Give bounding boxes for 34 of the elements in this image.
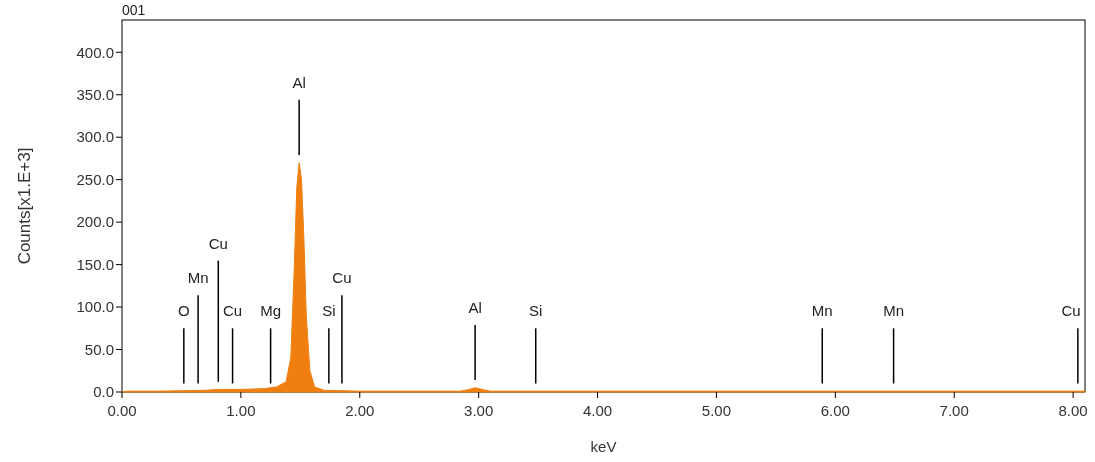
x-axis-title: keV bbox=[590, 438, 617, 455]
x-tick-label: 6.00 bbox=[820, 402, 850, 419]
y-tick-label: 0.0 bbox=[93, 383, 114, 401]
y-tick-label: 250.0 bbox=[76, 170, 114, 188]
y-axis-title: Counts[x1.E+3] bbox=[15, 147, 34, 265]
ref-line-label: Cu bbox=[208, 234, 228, 252]
ref-line-label: O bbox=[177, 302, 190, 320]
ref-line-label: Al bbox=[468, 298, 482, 316]
ref-line-label: Si bbox=[322, 302, 336, 320]
x-tick-label: 7.00 bbox=[939, 402, 969, 419]
y-tick-label: 150.0 bbox=[76, 255, 114, 273]
x-tick-label: 0.00 bbox=[107, 402, 137, 419]
y-tick-label: 400.0 bbox=[76, 43, 114, 61]
y-tick-label: 300.0 bbox=[76, 128, 114, 146]
ref-line-label: Cu bbox=[222, 302, 243, 320]
x-tick-label: 3.00 bbox=[464, 402, 494, 419]
ref-line-label: Cu bbox=[332, 269, 352, 287]
ref-line-label: Mg bbox=[260, 302, 282, 320]
ref-line-label: Mn bbox=[187, 269, 209, 287]
ref-line-label: Mn bbox=[811, 302, 833, 320]
x-tick-label: 2.00 bbox=[345, 402, 375, 419]
chart-title: 001 bbox=[122, 2, 146, 18]
y-tick-label: 100.0 bbox=[76, 298, 114, 316]
x-tick-label: 8.00 bbox=[1058, 402, 1088, 419]
y-tick-label: 350.0 bbox=[76, 85, 114, 103]
x-tick-label: 1.00 bbox=[226, 402, 256, 419]
ref-line-label: Mn bbox=[883, 302, 905, 320]
y-tick-label: 50.0 bbox=[84, 340, 114, 358]
ref-line-label: Cu bbox=[1061, 302, 1081, 320]
x-tick-label: 5.00 bbox=[701, 402, 732, 419]
ref-line-label: Al bbox=[292, 73, 306, 91]
ref-line-label: Si bbox=[529, 302, 543, 320]
x-tick-label: 4.00 bbox=[582, 402, 613, 419]
y-tick-label: 200.0 bbox=[76, 213, 114, 231]
